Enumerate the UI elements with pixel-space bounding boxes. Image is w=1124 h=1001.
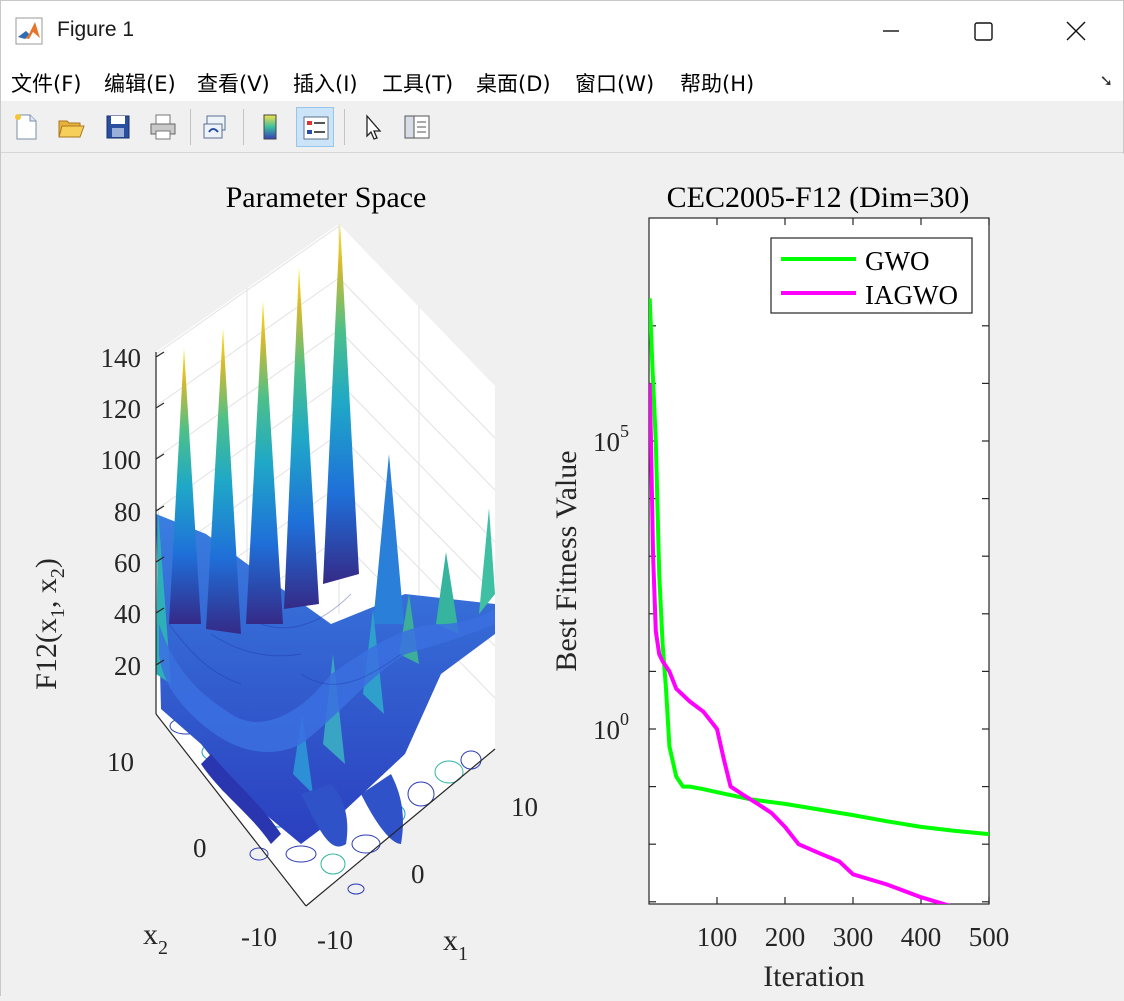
menu-edit[interactable]: 编辑(E) [104,72,176,96]
minimize-icon [883,30,899,32]
close-icon [1066,21,1086,41]
x2-tick-label: -10 [241,922,277,952]
toolbar-separator [243,109,244,145]
toolbar-separator [344,109,345,145]
maximize-icon [974,22,993,41]
matlab-icon [15,17,43,45]
legend-entry-gwo: GWO [865,246,929,276]
minimize-button[interactable] [845,1,937,61]
y-tick-label: 100 [593,709,629,745]
z-tick-label: 60 [114,548,141,578]
z-tick-label: 20 [114,651,141,681]
maximize-button[interactable] [937,1,1029,61]
save-button[interactable] [99,107,137,147]
convergence-chart[interactable]: CEC2005-F12 (Dim=30) 100 200 300 400 500 105… [550,181,1009,993]
menu-file[interactable]: 文件(F) [11,72,82,96]
x-tick-label: 200 [765,922,806,952]
x1-tick-labels: -10 0 10 [317,792,538,955]
link-plot-button[interactable] [197,107,235,147]
menu-help[interactable]: 帮助(H) [680,72,755,96]
new-figure-button[interactable] [7,107,45,147]
z-tick-labels: 20 40 60 80 100 120 140 [101,343,142,681]
chart-lines [649,298,989,904]
print-button[interactable] [144,107,182,147]
figure-svg: Parameter Space [30,181,1009,993]
dock-arrow-icon[interactable]: ➘ [1099,71,1113,90]
chart-plot-area [648,217,990,905]
x1-tick-label: 0 [411,859,425,889]
pointer-icon [366,114,382,140]
menu-desktop[interactable]: 桌面(D) [476,72,551,96]
menu-insert[interactable]: 插入(I) [293,72,358,96]
title-bar: Figure 1 [1,1,1123,61]
z-ticks [155,351,165,666]
colorbar-button[interactable] [251,107,289,147]
open-file-icon [58,120,85,138]
x-axis-label: Iteration [763,960,865,993]
x1-tick-label: 10 [511,792,538,822]
property-inspector-icon [404,115,430,139]
z-tick-label: 100 [101,445,142,475]
legend-box [770,237,973,314]
x-tick-labels: 100 200 300 400 500 [697,922,1010,952]
z-tick-label: 140 [101,343,142,373]
surface-plot-axes[interactable]: Parameter Space [30,181,538,965]
x-tick-label: 100 [697,922,738,952]
pointer-button[interactable] [353,107,391,147]
menu-tools[interactable]: 工具(T) [382,72,454,96]
y-tick-labels: 105 100 [593,421,629,745]
legend-button[interactable] [296,107,334,147]
z-tick-label: 80 [114,497,141,527]
x-tick-label: 500 [969,922,1010,952]
legend-entry-iagwo: IAGWO [865,280,958,310]
x2-tick-label: 10 [107,747,134,777]
x2-tick-label: 0 [193,833,207,863]
toolbar-separator [190,109,191,145]
z-tick-label: 120 [101,394,142,424]
window-title: Figure 1 [57,18,135,41]
open-file-button[interactable] [52,107,90,147]
toolbar [1,101,1123,153]
chart-legend[interactable]: GWO IAGWO [770,237,973,314]
new-figure-icon [15,114,37,140]
link-plot-icon [203,115,226,139]
f12-surface [156,222,495,847]
property-inspector-button[interactable] [398,107,436,147]
chart-title: CEC2005-F12 (Dim=30) [667,181,970,214]
legend-icon [303,116,329,140]
x1-axis-label: x1 [443,924,468,965]
x2-axis-label: x2 [143,918,168,959]
y-axis-label: Best Fitness Value [550,450,583,671]
menu-bar: 文件(F) 编辑(E) 查看(V) 插入(I) 工具(T) 桌面(D) 窗口(W… [1,61,1123,101]
close-button[interactable] [1029,1,1121,61]
save-icon [106,115,130,139]
axis-lines [155,352,496,907]
y-tick-label: 105 [593,421,629,457]
surface-z-label: F12(x1, x2) [30,558,69,690]
x-tick-label: 400 [901,922,942,952]
figure-canvas[interactable]: Parameter Space [1,154,1124,997]
colorbar-icon [263,114,277,140]
z-tick-label: 40 [114,599,141,629]
surface-plot-title: Parameter Space [226,181,427,214]
x1-tick-label: -10 [317,925,353,955]
menu-window[interactable]: 窗口(W) [575,72,655,96]
print-icon [150,114,176,140]
series-line-gwo [649,298,989,837]
x-tick-label: 300 [833,922,874,952]
x2-tick-labels: 10 0 -10 [107,747,277,952]
menu-view[interactable]: 查看(V) [197,72,270,96]
series-line-iagwo [649,383,951,904]
